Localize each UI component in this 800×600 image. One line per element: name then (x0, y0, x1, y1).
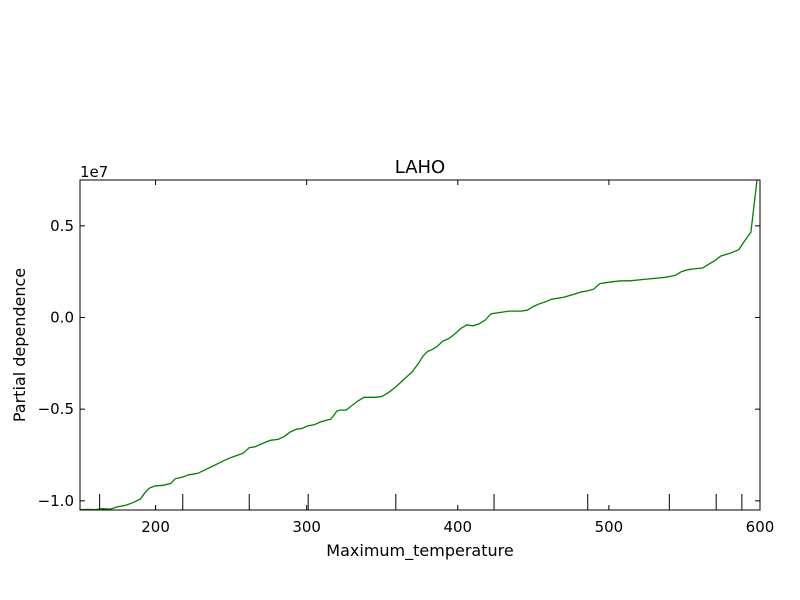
y-tick-label: 0.0 (50, 309, 74, 327)
x-tick-label: 500 (595, 518, 624, 536)
y-axis-label: Partial dependence (10, 268, 29, 422)
x-tick-label: 400 (443, 518, 472, 536)
x-tick-label: 300 (292, 518, 321, 536)
chart-title: LAHO (395, 157, 445, 178)
series-line (79, 179, 758, 511)
y-offset-label: 1e7 (80, 163, 108, 181)
y-tick-label: −1.0 (38, 492, 74, 510)
axes-frame (79, 179, 761, 511)
x-tick-label: 600 (746, 518, 775, 536)
y-tick-label: 0.5 (50, 217, 74, 235)
x-axis-label: Maximum_temperature (326, 541, 513, 561)
y-tick-label: −0.5 (38, 400, 74, 418)
x-tick-label: 200 (141, 518, 170, 536)
plot-area: 200 300 400 500 600 −1.0 −0.5 0.0 0.5 (38, 179, 775, 536)
